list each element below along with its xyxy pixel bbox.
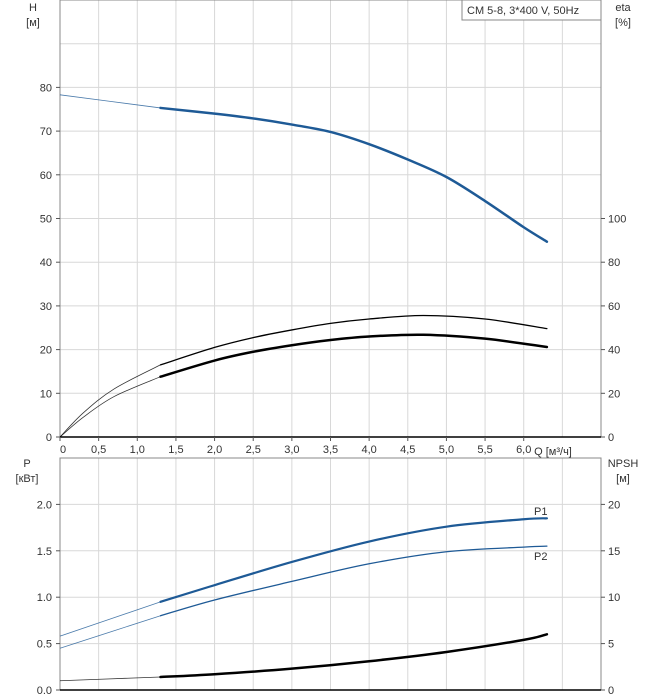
- h-axis-label: H: [29, 2, 37, 14]
- legend-box: [461, 0, 602, 21]
- x-tick-label: 1,5: [168, 444, 183, 456]
- q-axis-label: Q [м³/ч]: [534, 446, 572, 458]
- x-tick-label: 3,5: [323, 444, 338, 456]
- y-tick-label: 20: [40, 345, 52, 357]
- y-tick-label: 10: [40, 388, 52, 400]
- y-tick-label: 1.5: [37, 546, 52, 558]
- curve-h-extrapolated: [59, 94, 161, 109]
- curve-eta1-extrapolated: [59, 364, 161, 438]
- y2-tick-label: 40: [608, 345, 620, 357]
- x-tick-label: 4,0: [361, 444, 376, 456]
- y-tick-label: 2.0: [37, 499, 52, 511]
- y2-tick-label: 60: [608, 301, 620, 313]
- x-tick-label: 5,0: [439, 444, 454, 456]
- y-tick-label: 80: [40, 82, 52, 94]
- y-tick-label: 0.0: [37, 685, 52, 697]
- x-tick-label: 2,0: [207, 444, 222, 456]
- y-tick-label: 30: [40, 301, 52, 313]
- x-tick-label: 0,5: [91, 444, 106, 456]
- y2-tick-label: 5: [608, 639, 614, 651]
- y-tick-label: 0: [46, 432, 52, 444]
- p-axis-label: P: [23, 458, 30, 470]
- y2-tick-label: 0: [608, 685, 614, 697]
- eta-axis-unit: [%]: [615, 17, 631, 29]
- curve-eta1: [159, 314, 548, 366]
- y-tick-label: 1.0: [37, 592, 52, 604]
- y2-tick-label: 20: [608, 499, 620, 511]
- x-tick-label: 6,0: [516, 444, 531, 456]
- curve-p1-extrapolated: [59, 601, 161, 637]
- curve-eta2-extrapolated: [59, 376, 161, 438]
- y-tick-label: 70: [40, 126, 52, 138]
- curve-p2: [159, 545, 548, 617]
- p1-label: P1: [534, 506, 547, 518]
- curve-p2-extrapolated: [59, 615, 161, 649]
- curve-eta2: [159, 333, 549, 378]
- p-axis-unit: [кВт]: [16, 473, 39, 485]
- y2-tick-label: 80: [608, 257, 620, 269]
- x-tick-label: 3,0: [284, 444, 299, 456]
- h-axis-unit: [м]: [26, 17, 40, 29]
- y2-tick-label: 0: [608, 432, 614, 444]
- y2-tick-label: 15: [608, 546, 620, 558]
- y-tick-label: 0.5: [37, 639, 52, 651]
- y-tick-label: 40: [40, 257, 52, 269]
- curve-npsh: [159, 633, 549, 679]
- y-tick-label: 60: [40, 170, 52, 182]
- y2-tick-label: 100: [608, 214, 626, 226]
- x-tick-label: 5,5: [477, 444, 492, 456]
- chart-title: CM 5-8, 3*400 V, 50Hz: [467, 5, 579, 17]
- curve-h: [159, 106, 549, 243]
- p2-label: P2: [534, 551, 547, 563]
- eta-axis-label: eta: [615, 2, 631, 14]
- x-tick-label: 2,5: [246, 444, 261, 456]
- x-tick-label: 0: [60, 444, 66, 456]
- npsh-axis-unit: [м]: [616, 473, 630, 485]
- curve-p1: [159, 517, 548, 603]
- y-tick-label: 50: [40, 214, 52, 226]
- y2-tick-label: 10: [608, 592, 620, 604]
- curve-npsh-extrapolated: [59, 676, 161, 682]
- npsh-axis-label: NPSH: [608, 458, 639, 470]
- x-tick-label: 4,5: [400, 444, 415, 456]
- x-tick-label: 1,0: [130, 444, 145, 456]
- y2-tick-label: 20: [608, 388, 620, 400]
